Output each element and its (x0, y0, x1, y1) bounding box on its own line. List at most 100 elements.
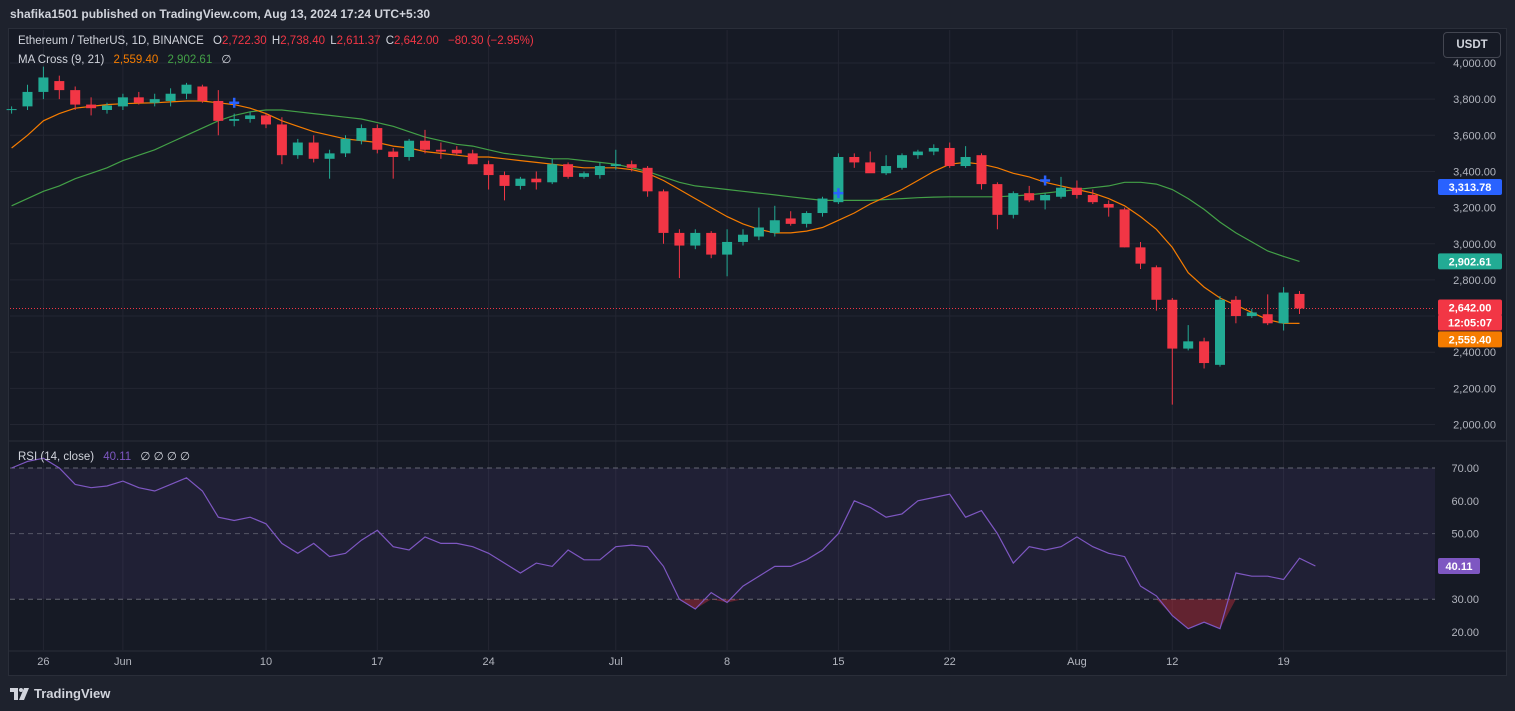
moving-average-lines (11, 100, 1300, 324)
candle (276, 117, 287, 165)
price-tag-bg (1438, 299, 1502, 316)
candle-body (467, 153, 478, 165)
price-tag: 3,313.78 (1438, 179, 1502, 196)
candle-body (769, 220, 780, 233)
price-axis-label: 4,000.00 (1453, 58, 1496, 70)
rsi-oversold-fill (679, 599, 1236, 629)
candle (579, 171, 589, 179)
candle (451, 146, 462, 156)
candle (1071, 180, 1082, 199)
time-axis-label: 24 (482, 656, 494, 668)
candle (992, 182, 1003, 230)
time-axis-label: 22 (944, 656, 956, 668)
candle (117, 93, 128, 110)
ma-name[interactable]: MA Cross (9, 21) (18, 54, 105, 66)
candle (483, 160, 494, 190)
rsi-name[interactable]: RSI (14, close) (18, 451, 95, 463)
candle-body (785, 218, 796, 224)
cross-marker (1040, 175, 1051, 186)
price-tag-bg (1438, 314, 1502, 331)
candle-body (1230, 299, 1241, 317)
candle-body (753, 227, 764, 237)
candle-body (992, 184, 1003, 215)
candle (181, 82, 192, 100)
candle (976, 153, 987, 190)
candle-body (722, 241, 733, 255)
candle (531, 171, 542, 190)
candle (1103, 200, 1114, 217)
candle (435, 142, 446, 159)
candle-body (165, 93, 176, 101)
candle-body (1135, 247, 1146, 264)
bottom-bar: TradingView (0, 676, 1515, 711)
candle (1119, 207, 1130, 248)
open-label: O (212, 35, 222, 47)
rsi-extra: ∅ ∅ ∅ ∅ (140, 451, 191, 463)
candle-body (944, 147, 955, 167)
time-axis-label: 17 (371, 656, 383, 668)
candle-body (579, 173, 589, 177)
candle-body (213, 100, 224, 121)
candle (499, 171, 510, 201)
rsi-tag-bg (1438, 558, 1480, 575)
ma-legend: MA Cross (9, 21) 2,559.40 2,902.61 ∅ (18, 52, 233, 66)
price-axis-label: 3,600.00 (1453, 130, 1496, 142)
candle (261, 113, 271, 129)
candle (213, 90, 224, 136)
candle-body (674, 232, 685, 246)
candle-body (833, 156, 844, 203)
candlesticks (6, 66, 1305, 405)
rsi-value: 40.11 (103, 451, 132, 463)
candle (1087, 189, 1098, 204)
candle-body (70, 90, 81, 105)
top-bar: shafika1501 published on TradingView.com… (0, 0, 1515, 28)
candle-body (928, 147, 939, 152)
candle-body (912, 151, 923, 156)
candle (165, 88, 176, 107)
candle (928, 144, 939, 156)
price-axis-label: 3,000.00 (1453, 239, 1496, 251)
price-tag-text: 3,313.78 (1449, 182, 1492, 194)
candle (149, 93, 160, 107)
candle-body (1215, 299, 1225, 365)
candle (563, 162, 574, 179)
candle (133, 91, 144, 105)
candle-body (54, 81, 65, 91)
candle-body (706, 232, 717, 255)
candle (324, 149, 335, 179)
time-axis-label: Jul (609, 656, 623, 668)
candle (245, 111, 256, 123)
candle (1167, 297, 1178, 405)
candle (753, 207, 764, 241)
candle (960, 146, 971, 168)
candle-body (261, 115, 271, 125)
candle-body (1008, 193, 1019, 215)
candle-body (197, 86, 208, 101)
price-tag-bg (1438, 179, 1502, 196)
candle-body (563, 164, 574, 177)
candle (594, 162, 605, 179)
candle-body (340, 138, 351, 154)
high-label: H (271, 35, 281, 47)
candle (897, 153, 907, 170)
candle (86, 97, 97, 116)
candle (229, 113, 240, 127)
currency-button[interactable]: USDT (1443, 32, 1501, 58)
candle-body (642, 167, 653, 192)
candle (70, 86, 81, 110)
candle-body (1246, 312, 1257, 317)
cross-markers (229, 97, 1051, 199)
candle (388, 147, 399, 179)
candle-body (1151, 267, 1162, 300)
candle-body (22, 91, 33, 107)
candle-body (38, 77, 49, 92)
price-tag: 12:05:07 (1438, 314, 1502, 331)
price-tag: 2,559.40 (1438, 331, 1502, 348)
candle-body (499, 175, 510, 186)
ma-extra: ∅ (221, 54, 232, 66)
tradingview-brand[interactable]: TradingView (10, 686, 110, 701)
rsi-axis-label: 50.00 (1451, 529, 1479, 541)
candle-body (531, 178, 542, 183)
symbol-name[interactable]: Ethereum / TetherUS, 1D, BINANCE (18, 35, 204, 47)
